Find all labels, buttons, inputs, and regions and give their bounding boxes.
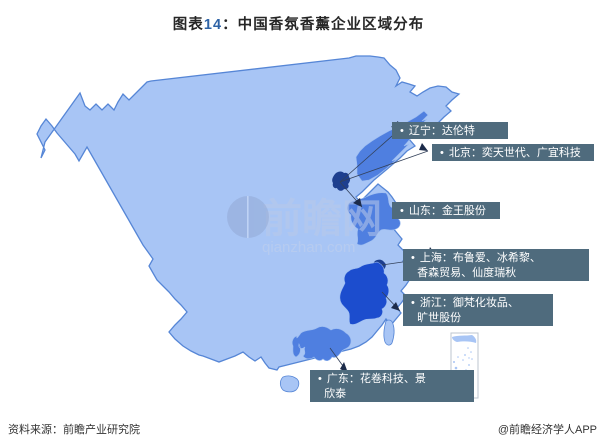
svg-text:前瞻网: 前瞻网 xyxy=(262,197,382,241)
svg-text:qianzhan.com: qianzhan.com xyxy=(262,239,355,256)
